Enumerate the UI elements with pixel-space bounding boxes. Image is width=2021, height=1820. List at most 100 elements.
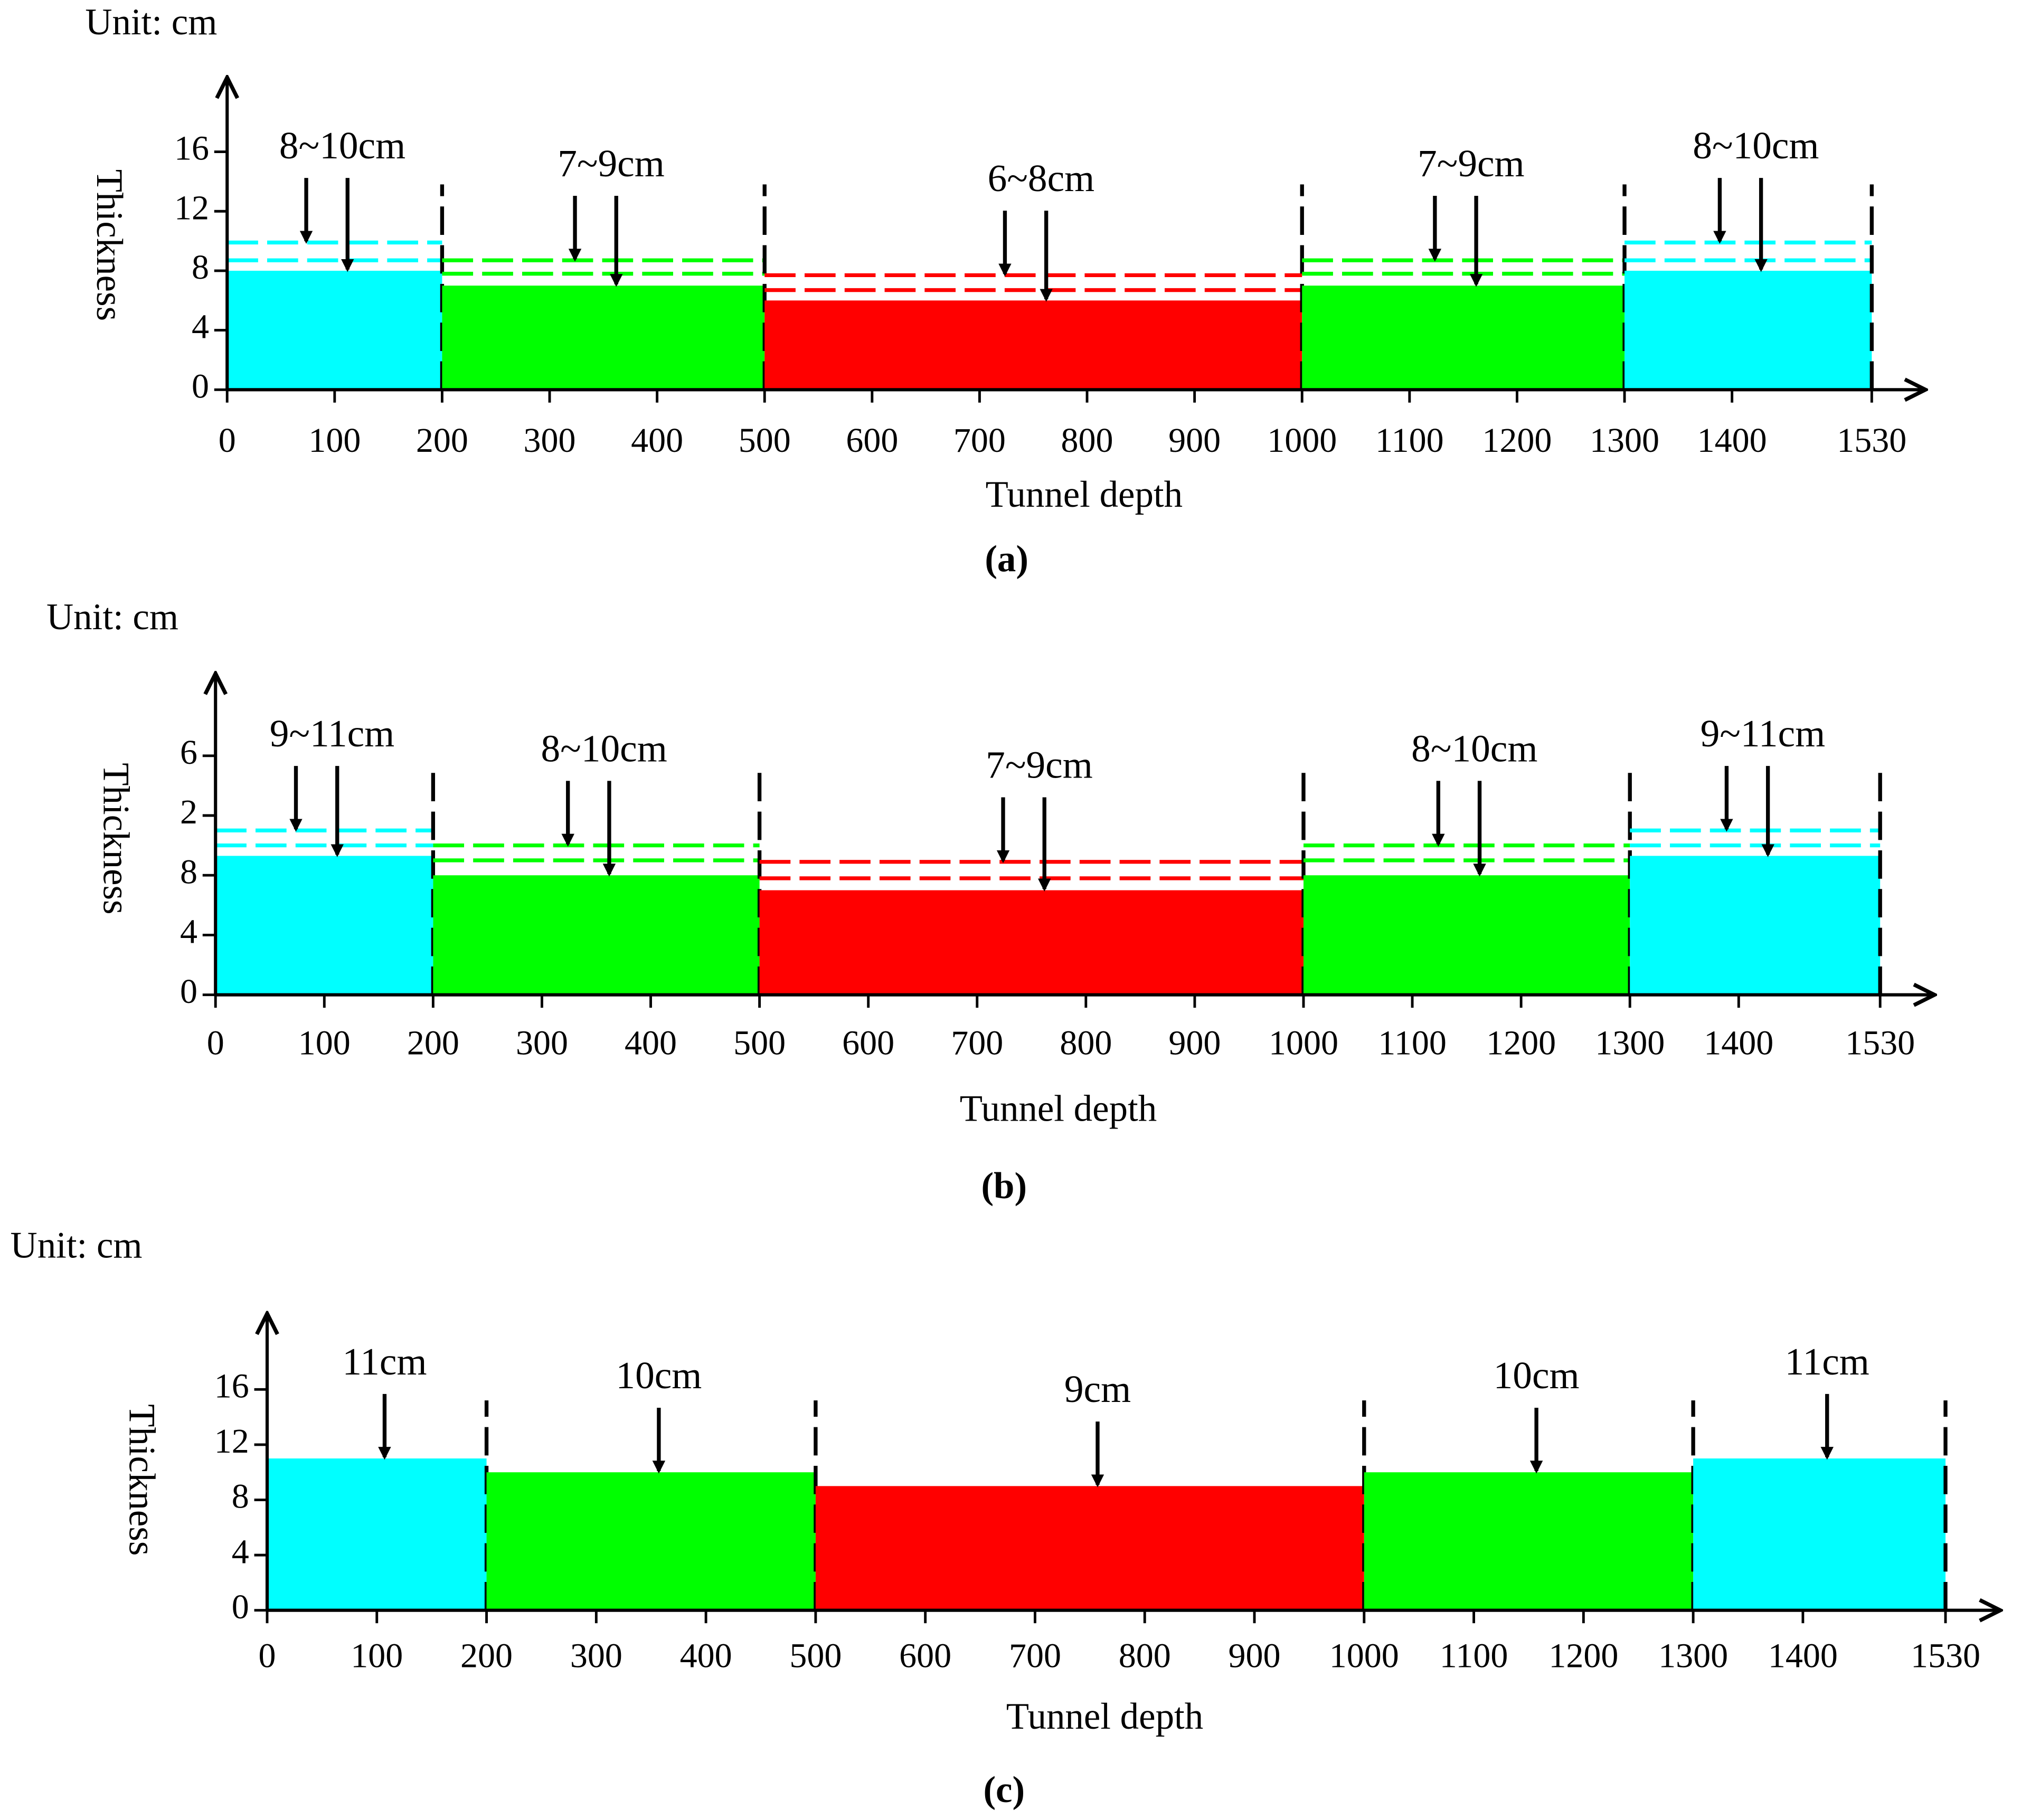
bar bbox=[486, 1472, 816, 1610]
x-tick-label: 1000 bbox=[1329, 1637, 1399, 1675]
annotation: 6~8cm bbox=[988, 157, 1095, 200]
y-tick-label: 6 bbox=[180, 733, 197, 772]
bar bbox=[267, 1458, 487, 1610]
bar bbox=[764, 300, 1302, 390]
bar bbox=[215, 856, 433, 995]
x-tick-label: 600 bbox=[846, 421, 898, 460]
x-tick-label: 1100 bbox=[1375, 421, 1444, 460]
x-tick-label: 300 bbox=[570, 1637, 622, 1675]
x-tick-label: 0 bbox=[259, 1637, 276, 1675]
annotation: 11cm bbox=[1785, 1340, 1869, 1383]
x-tick-label: 1200 bbox=[1486, 1024, 1556, 1063]
annotation: 9~11cm bbox=[1701, 712, 1826, 755]
bar bbox=[227, 270, 442, 390]
annotation: 7~9cm bbox=[1418, 142, 1525, 185]
x-tick-label: 400 bbox=[631, 421, 683, 460]
unit-label: Unit: cm bbox=[46, 596, 178, 638]
y-tick-label: 8 bbox=[180, 852, 197, 891]
y-tick-label: 2 bbox=[180, 793, 197, 831]
x-tick-label: 900 bbox=[1168, 421, 1221, 460]
x-tick-label: 1100 bbox=[1440, 1637, 1508, 1675]
x-tick-label: 400 bbox=[680, 1637, 732, 1675]
x-tick-label: 1000 bbox=[1267, 421, 1337, 460]
x-tick-label: 700 bbox=[1009, 1637, 1061, 1675]
bar bbox=[1302, 286, 1625, 390]
x-tick-label: 800 bbox=[1061, 421, 1113, 460]
annotation: 7~9cm bbox=[986, 744, 1093, 786]
x-tick-label: 100 bbox=[308, 421, 361, 460]
y-axis-label: Thickness bbox=[121, 1404, 162, 1556]
x-tick-label: 400 bbox=[625, 1024, 677, 1063]
y-tick-label: 12 bbox=[174, 188, 209, 227]
x-tick-label: 500 bbox=[739, 421, 791, 460]
x-tick-label: 100 bbox=[351, 1637, 403, 1675]
x-tick-label: 1400 bbox=[1704, 1024, 1773, 1063]
annotation: 8~10cm bbox=[541, 727, 667, 770]
x-tick-label: 0 bbox=[219, 421, 236, 460]
x-tick-label: 1300 bbox=[1658, 1637, 1728, 1675]
bar bbox=[1630, 856, 1881, 995]
bar bbox=[433, 875, 760, 995]
x-tick-label: 1530 bbox=[1837, 421, 1906, 460]
x-axis-label: Tunnel depth bbox=[1006, 1696, 1203, 1737]
bar bbox=[759, 890, 1304, 995]
x-tick-label: 200 bbox=[407, 1024, 459, 1063]
annotation: 9cm bbox=[1064, 1368, 1131, 1410]
x-tick-label: 200 bbox=[460, 1637, 513, 1675]
unit-label: Unit: cm bbox=[11, 1225, 143, 1266]
annotation: 11cm bbox=[342, 1340, 427, 1383]
bar bbox=[1364, 1472, 1694, 1610]
x-tick-label: 0 bbox=[207, 1024, 224, 1063]
x-tick-label: 900 bbox=[1168, 1024, 1221, 1063]
y-tick-label: 8 bbox=[232, 1477, 249, 1516]
x-tick-label: 600 bbox=[842, 1024, 894, 1063]
y-tick-label: 4 bbox=[232, 1532, 249, 1571]
x-tick-label: 1300 bbox=[1595, 1024, 1665, 1063]
annotation: 7~9cm bbox=[558, 142, 665, 185]
annotation: 10cm bbox=[1494, 1354, 1580, 1397]
caption: (c) bbox=[983, 1769, 1025, 1810]
x-axis-label: Tunnel depth bbox=[986, 474, 1183, 515]
unit-label: Unit: cm bbox=[85, 2, 217, 43]
y-axis-label: Thickness bbox=[89, 169, 130, 321]
y-tick-label: 8 bbox=[192, 248, 209, 287]
caption: (b) bbox=[981, 1165, 1027, 1207]
x-axis-label: Tunnel depth bbox=[960, 1088, 1157, 1129]
x-tick-label: 1000 bbox=[1269, 1024, 1338, 1063]
x-tick-label: 700 bbox=[953, 421, 1006, 460]
annotation: 8~10cm bbox=[1693, 124, 1819, 167]
x-tick-label: 900 bbox=[1229, 1637, 1281, 1675]
x-tick-label: 1530 bbox=[1845, 1024, 1915, 1063]
x-tick-label: 700 bbox=[951, 1024, 1003, 1063]
y-tick-label: 4 bbox=[180, 913, 197, 951]
bar bbox=[1693, 1458, 1946, 1610]
x-tick-label: 1200 bbox=[1482, 421, 1552, 460]
y-axis-label: Thickness bbox=[95, 763, 136, 914]
y-tick-label: 16 bbox=[174, 129, 209, 168]
bar bbox=[442, 286, 765, 390]
x-tick-label: 1300 bbox=[1590, 421, 1659, 460]
x-tick-label: 1400 bbox=[1768, 1637, 1838, 1675]
annotation: 10cm bbox=[616, 1354, 702, 1397]
x-tick-label: 1400 bbox=[1697, 421, 1767, 460]
y-tick-label: 16 bbox=[214, 1367, 249, 1405]
x-tick-label: 300 bbox=[524, 421, 576, 460]
bar bbox=[1625, 270, 1872, 390]
annotation: 8~10cm bbox=[1411, 727, 1537, 770]
bar bbox=[815, 1486, 1364, 1610]
x-tick-label: 600 bbox=[899, 1637, 951, 1675]
x-tick-label: 1530 bbox=[1911, 1637, 1980, 1675]
x-tick-label: 800 bbox=[1119, 1637, 1171, 1675]
x-tick-label: 1200 bbox=[1548, 1637, 1618, 1675]
annotation: 9~11cm bbox=[270, 712, 395, 755]
caption: (a) bbox=[985, 538, 1028, 580]
y-tick-label: 0 bbox=[180, 972, 197, 1011]
bar bbox=[1303, 875, 1630, 995]
x-tick-label: 300 bbox=[516, 1024, 568, 1063]
y-tick-label: 0 bbox=[232, 1588, 249, 1626]
y-tick-label: 0 bbox=[192, 367, 209, 405]
annotation: 8~10cm bbox=[279, 124, 405, 167]
x-tick-label: 500 bbox=[733, 1024, 786, 1063]
